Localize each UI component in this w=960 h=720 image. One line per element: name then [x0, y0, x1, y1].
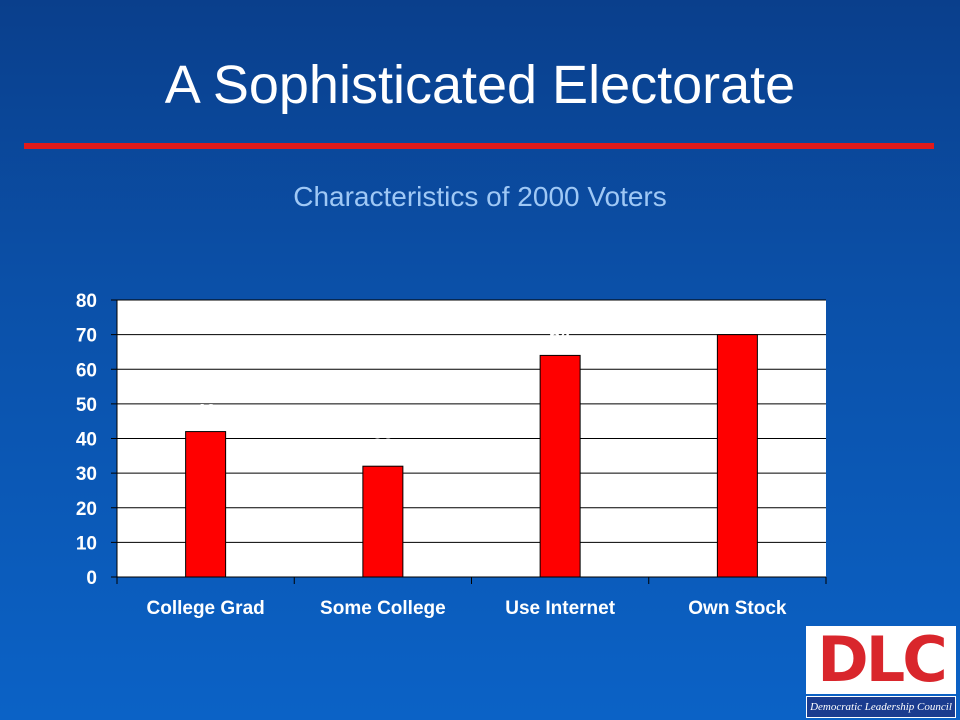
x-tick-label: College Grad — [147, 598, 265, 619]
y-tick-label: 10 — [76, 533, 97, 554]
x-tick-label: Some College — [320, 598, 446, 619]
slide-title: A Sophisticated Electorate — [164, 55, 796, 115]
title-rule — [24, 143, 934, 149]
x-tick-label: Use Internet — [505, 598, 615, 619]
bar — [716, 334, 758, 578]
y-tick-label: 70 — [76, 326, 97, 347]
logo-box: DLC — [806, 626, 956, 694]
y-tick-label: 40 — [76, 430, 97, 451]
chart-subtitle: Characteristics of 2000 Voters — [293, 181, 667, 212]
data-label: 32 — [372, 436, 393, 457]
y-tick-label: 60 — [76, 360, 97, 381]
y-tick-label: 80 — [76, 291, 97, 312]
y-tick-label: 20 — [76, 499, 97, 520]
logo-letters: DLC — [817, 623, 947, 696]
data-label: 42 — [195, 402, 216, 423]
y-tick-label: 0 — [86, 568, 97, 589]
bar — [362, 465, 404, 578]
bar — [185, 431, 227, 578]
x-tick-label: Own Stock — [688, 598, 787, 619]
dlc-logo: DLC Democratic Leadership Council — [806, 626, 956, 718]
data-label: 70 — [727, 305, 748, 326]
data-label: 64 — [550, 325, 572, 346]
y-tick-label: 30 — [76, 464, 97, 485]
bar — [539, 354, 581, 578]
y-tick-label: 50 — [76, 395, 97, 416]
logo-banner: Democratic Leadership Council — [806, 696, 956, 718]
